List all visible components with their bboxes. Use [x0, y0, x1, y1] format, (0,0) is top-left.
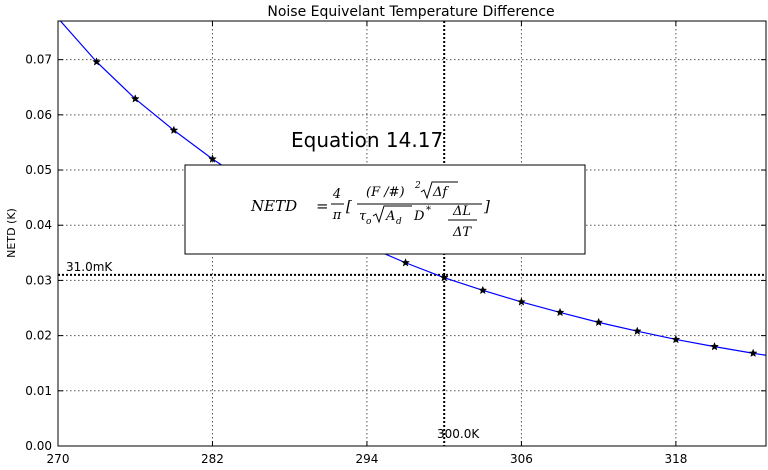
- y-tick-label: 0.02: [25, 329, 52, 343]
- y-tick-label: 0.05: [25, 163, 52, 177]
- tick-layer: 270 282 294 306 318 0.00 0.01 0.02 0.03 0.04 0.05 0…: [25, 21, 766, 466]
- x-tick-label: 306: [510, 452, 533, 466]
- y-tick-label: 0.04: [25, 218, 52, 232]
- data-point-marker: [748, 348, 758, 358]
- x-tick-label: 318: [664, 452, 687, 466]
- data-point-marker: [671, 334, 681, 344]
- data-point-marker: [169, 125, 179, 135]
- equation-close-bracket: ]: [483, 197, 490, 215]
- equation-den-root: A: [385, 209, 395, 224]
- equation-den-d: D: [413, 209, 425, 224]
- y-tick-label: 0.07: [25, 53, 52, 67]
- chart-title: Noise Equivelant Temperature Difference: [267, 4, 554, 20]
- data-point-marker: [208, 154, 217, 163]
- x-tick-label: 294: [355, 452, 378, 466]
- series-line: [59, 21, 766, 356]
- plot-frame: [57, 20, 767, 447]
- equation-num-main: (F /#): [366, 185, 405, 200]
- equation-frame: [184, 164, 586, 255]
- y-tick-label: 0.03: [25, 273, 52, 287]
- horizontal-line-annotation: 31.0mK: [66, 260, 113, 274]
- equation-num-exp: 2: [414, 181, 421, 191]
- y-tick-label: 0.00: [25, 439, 52, 453]
- data-point-marker: [478, 285, 488, 295]
- y-axis-label: NETD (K): [5, 208, 18, 258]
- equation-ratio-den: ΔT: [452, 225, 472, 240]
- data-point-marker: [439, 272, 449, 282]
- data-point-marker: [401, 258, 411, 267]
- equation-lhs: NETD: [250, 197, 297, 215]
- y-tick-label: 0.01: [25, 384, 52, 398]
- equation-num-sqrt: [420, 181, 458, 200]
- data-point-marker: [594, 317, 604, 327]
- vertical-line-annotation: 300.0K: [437, 427, 480, 441]
- data-point-marker: [555, 307, 565, 317]
- equation-num-root: Δf: [432, 185, 449, 200]
- equation-den-sqrt: [372, 205, 412, 224]
- y-tick-label: 0.06: [25, 108, 52, 122]
- equation-equals: =: [316, 197, 329, 215]
- equation-den-root-sub: d: [396, 217, 402, 227]
- equation-title: Equation 14.17: [291, 128, 443, 152]
- equation-frac-num: 4: [332, 187, 341, 202]
- data-point-marker: [632, 326, 642, 336]
- data-point-marker: [516, 297, 526, 306]
- equation-ratio-num: ΔL: [452, 204, 471, 219]
- data-point-marker: [710, 341, 719, 351]
- equation-den-d-sup: *: [426, 205, 431, 216]
- equation-den-tau-sub: o: [366, 217, 372, 227]
- data-point-marker: [130, 94, 140, 103]
- x-tick-label: 282: [201, 452, 224, 466]
- equation-den-tau: τ: [359, 209, 367, 224]
- x-tick-label: 270: [47, 452, 70, 466]
- equation-frac-den: π: [332, 208, 342, 223]
- equation-open-bracket: [: [346, 197, 352, 215]
- data-point-marker: [92, 57, 102, 66]
- equation-box: NETD = 4 π [ (F /#) 2 Δf τ o A d D * ΔL …: [184, 164, 586, 255]
